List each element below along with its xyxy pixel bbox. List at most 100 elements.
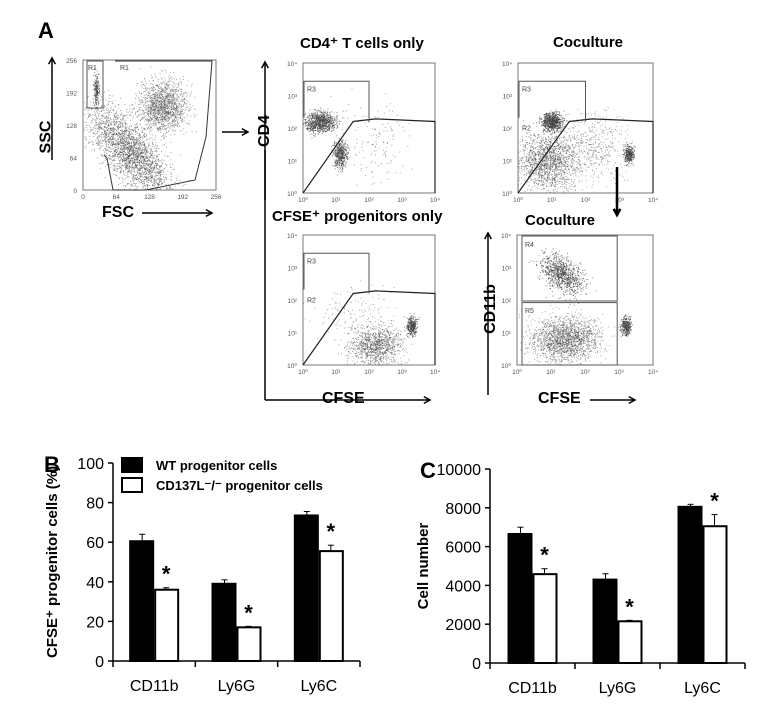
cfse-arrow-right-head: [628, 395, 637, 405]
scatter-dots: [303, 88, 413, 186]
chart-c-bar-ko: [617, 620, 643, 664]
flow-plot-1-ytick: 10³: [288, 94, 298, 101]
gate-label: R2: [307, 298, 316, 305]
flow-plot-4-ytick: 10⁰: [501, 362, 511, 370]
coculture-down-arrow-head: [612, 208, 622, 218]
chart-c-category-label: Ly6G: [599, 680, 637, 697]
flow-plot-1-xtick: 10⁰: [298, 196, 308, 204]
chart-b-bar-wt: [211, 582, 237, 663]
flow-arrow-head: [241, 127, 250, 137]
flow-plot-4-ytick: 10¹: [502, 331, 512, 338]
flow-plot-3-ytick: 10⁴: [287, 233, 297, 240]
flow-plot-4-ytick: 10⁴: [501, 233, 511, 240]
ssc-arrow-head: [47, 56, 57, 65]
panel-letter-a: A: [38, 18, 54, 43]
flow-plot-1-xtick: 10²: [364, 197, 374, 204]
chart-b-ytick-label: 0: [95, 654, 104, 671]
panel-letter-b: B: [44, 452, 60, 477]
gate-label: R5: [525, 308, 534, 315]
flow-plot-3-ytick: 10¹: [288, 331, 298, 338]
gate-label: R1: [88, 65, 97, 72]
chart-b-y-axis-label: CFSE⁺ progenitor cells (%): [44, 466, 61, 658]
flow-plot-3-ytick: 10²: [288, 298, 298, 305]
legend-label-ko: CD137L⁻/⁻ progenitor cells: [156, 478, 323, 493]
flow-plot-2-xtick: 10²: [581, 197, 591, 204]
scatter-dots: [303, 279, 420, 366]
chart-b-bar-wt: [129, 540, 155, 663]
flow-plot-2-xtick: 10⁴: [648, 197, 658, 204]
fsc-axis-label: FSC: [102, 204, 134, 221]
chart-b-ytick-label: 100: [77, 456, 104, 473]
chart-b-ytick-label: 20: [86, 614, 104, 631]
chart-c-bar-wt: [507, 532, 533, 664]
cfse-axis-label: CFSE: [322, 390, 365, 407]
chart-b-significance-asterisk: *: [162, 562, 171, 587]
chart-b-ytick-label: 60: [86, 535, 104, 552]
cfse-arrow-head: [423, 395, 432, 405]
chart-b-bar-wt: [293, 514, 319, 662]
chart-c-bar-wt: [592, 578, 618, 665]
fsc-ssc-plot-ytick: 128: [66, 123, 77, 130]
chart-c-category-label: Ly6C: [684, 680, 721, 697]
cd11b-axis-label: CD11b: [481, 284, 499, 334]
chart-c-significance-asterisk: *: [710, 489, 719, 514]
flow-plot-3-xtick: 10¹: [331, 369, 341, 376]
chart-c-bar-ko: [532, 573, 558, 665]
flow-plot-4-xtick: 10²: [580, 369, 590, 376]
gate-r1-small: [86, 60, 104, 109]
chart-c-ytick-label: 2000: [445, 617, 481, 634]
chart-b-ytick-label: 80: [86, 496, 104, 513]
legend-swatch-wt: [121, 457, 143, 473]
flow-plot-3-xtick: 10⁰: [298, 368, 308, 376]
cd11b-arrow-head: [483, 231, 493, 240]
legend-label-wt: WT progenitor cells: [156, 458, 277, 473]
chart-c-ytick-label: 0: [472, 656, 481, 673]
scatter-dots: [83, 66, 197, 191]
gate-r3: [518, 80, 586, 122]
flow-plot-2-ytick: 10³: [503, 94, 513, 101]
chart-c-ytick-label: 4000: [445, 578, 481, 595]
chart-b-category-label: Ly6G: [218, 678, 256, 695]
legend-swatch-ko: [121, 477, 143, 493]
fsc-arrow-head: [205, 208, 214, 218]
gate-r4: [521, 235, 618, 302]
chart-c-ytick-label: 6000: [445, 540, 481, 557]
fsc-ssc-plot-frame: [82, 59, 217, 191]
gate-r1: [103, 60, 213, 191]
gate-label: R1: [120, 65, 129, 72]
flow-plot-3-xtick: 10⁴: [430, 369, 440, 376]
plot-title-coculture-top: Coculture: [553, 34, 624, 51]
ssc-axis-label: SSC: [37, 120, 55, 154]
cd4-arrow-head: [260, 60, 270, 69]
fsc-ssc-plot-xtick: 192: [177, 194, 188, 201]
flow-plot-4-ytick: 10³: [502, 266, 512, 273]
plot-title-coculture-bottom: Coculture: [525, 212, 596, 229]
chart-b-significance-asterisk: *: [244, 600, 253, 625]
scatter-dots: [517, 248, 633, 366]
cd4-axis-label: CD4: [256, 114, 274, 148]
chart-c-category-label: CD11b: [508, 680, 557, 697]
chart-b-category-label: CD11b: [130, 678, 179, 695]
flow-plot-2-xtick: 10¹: [547, 197, 557, 204]
gate-label: R2: [307, 126, 316, 133]
chart-b-category-label: Ly6C: [300, 678, 337, 695]
flow-plot-1-ytick: 10⁴: [287, 61, 297, 68]
flow-plot-3-ytick: 10⁰: [287, 362, 297, 370]
flow-plot-1-ytick: 10²: [288, 126, 298, 133]
gate-r2: [517, 118, 654, 194]
gate-r2: [302, 290, 436, 366]
fsc-ssc-plot-xtick: 128: [144, 194, 155, 201]
flow-plot-1-xtick: 10¹: [331, 197, 341, 204]
flow-plot-3-ytick: 10³: [288, 266, 298, 273]
fsc-ssc-plot-ytick: 0: [73, 188, 77, 195]
fsc-ssc-plot-ytick: 256: [66, 58, 77, 65]
fsc-ssc-plot-xtick: 64: [113, 194, 121, 201]
flow-plot-1-ytick: 10⁰: [287, 190, 297, 198]
chart-c-bar-ko: [702, 525, 728, 664]
panel-letter-c: C: [420, 458, 436, 483]
gate-r5: [521, 302, 618, 366]
